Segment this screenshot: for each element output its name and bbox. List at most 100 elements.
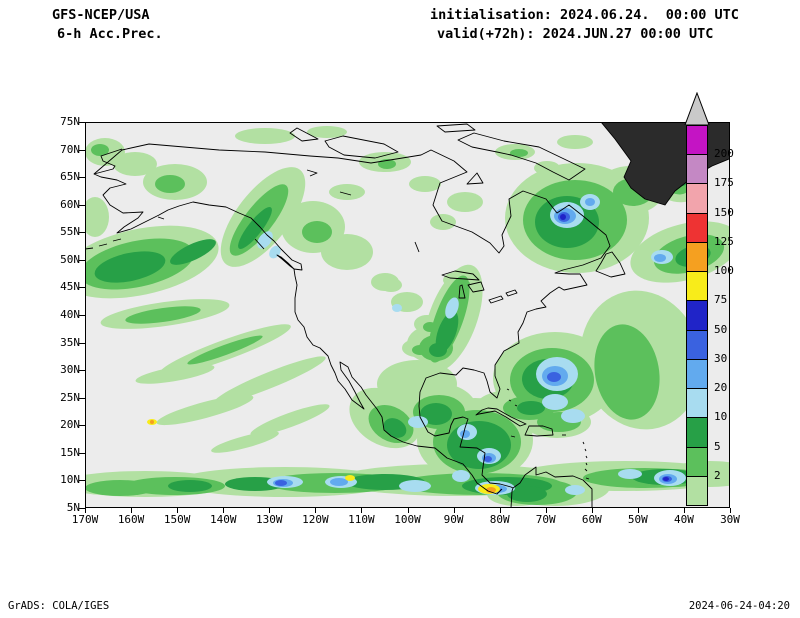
precip-blob-level-2 <box>447 192 483 212</box>
precip-blob-level-2 <box>235 128 295 144</box>
lon-tick <box>453 508 455 513</box>
lon-label: 40W <box>673 513 694 526</box>
colorbar-segment <box>686 446 708 477</box>
colorbar-segment <box>686 154 708 185</box>
lat-tick <box>79 452 85 454</box>
lat-label: 30N <box>60 363 80 377</box>
lat-tick <box>79 287 85 289</box>
colorbar-level-label: 30 <box>714 351 728 365</box>
lon-label: 140W <box>209 513 237 526</box>
colorbar-level-label: 10 <box>714 410 728 424</box>
model-title: GFS-NCEP/USA <box>52 7 150 23</box>
coastline-southampton-island <box>466 172 484 185</box>
precip-blob-level-2 <box>156 394 254 426</box>
caribbean-islands <box>506 388 590 480</box>
lat-label: 65N <box>60 170 80 184</box>
precip-blob-level-100 <box>150 420 154 424</box>
precip-blob-level-10 <box>452 470 470 482</box>
precip-blob-level-2 <box>557 135 593 149</box>
precip-blob-level-20 <box>585 198 595 206</box>
canadian-lakes <box>306 169 420 253</box>
colorbar-segment <box>686 388 708 419</box>
colorbar-level-label: 125 <box>714 234 734 248</box>
precip-blob-level-2 <box>187 335 263 365</box>
colorbar-segment <box>686 271 708 302</box>
precip-blob-level-2 <box>302 221 332 243</box>
lon-tick <box>223 508 225 513</box>
lat-label: 20N <box>60 418 80 432</box>
colorbar-level-label: 75 <box>714 293 728 307</box>
coastline-victoria-island <box>324 135 399 159</box>
coastline-pacific <box>93 148 503 495</box>
precip-blob-level-2 <box>211 431 279 453</box>
lon-label: 170W <box>71 513 99 526</box>
coastline-north-america <box>93 143 611 508</box>
lon-label: 160W <box>117 513 145 526</box>
lon-tick <box>131 508 133 513</box>
precip-blob-level-20 <box>460 430 470 438</box>
lat-tick <box>79 232 85 234</box>
precip-blob-level-20 <box>654 254 666 262</box>
colorbar-segment <box>686 300 708 331</box>
precip-blob-level-50 <box>560 214 566 220</box>
plot-timestamp: 2024-06-24-04:20 <box>688 600 790 612</box>
lon-label: 30W <box>720 513 740 526</box>
coastline-baffin-island <box>457 132 586 181</box>
aleutian-islands <box>85 216 165 250</box>
precip-blob-level-10 <box>565 485 585 495</box>
precip-blob-level-30 <box>547 372 561 382</box>
precip-blob-level-2 <box>135 364 215 384</box>
lon-tick <box>637 508 639 513</box>
precip-blob-level-2 <box>214 356 326 404</box>
lon-tick <box>315 508 317 513</box>
precip-blob-level-30 <box>484 456 492 462</box>
precip-blob-level-2 <box>321 234 373 270</box>
lon-tick <box>591 508 593 513</box>
coastline-haida-gwaii <box>254 238 265 250</box>
colorbar-level-label: 50 <box>714 322 728 336</box>
lon-tick <box>361 508 363 513</box>
colorbar-level-label: 200 <box>714 147 734 161</box>
lon-label: 150W <box>163 513 191 526</box>
map-area <box>85 122 730 508</box>
lon-label: 60W <box>581 513 602 526</box>
precip-blob-level-2 <box>85 480 155 496</box>
colorbar-level-label: 150 <box>714 205 734 219</box>
lon-label: 120W <box>302 513 329 526</box>
lon-label: 70W <box>535 513 556 526</box>
colorbar-segment <box>686 417 708 448</box>
lon-label: 50W <box>627 513 648 526</box>
colorbar: 200 175 150 125 100 75 50 30 20 10 5 2 <box>684 92 748 514</box>
coastline-hispaniola <box>524 425 554 437</box>
lat-label: 60N <box>60 197 80 211</box>
lon-label: 90W <box>443 513 464 526</box>
precip-blob-level-10 <box>399 480 431 492</box>
precip-blob-level-5 <box>383 418 407 438</box>
lat-tick <box>79 342 85 344</box>
lon-tick <box>730 508 731 513</box>
valid-time: valid(+72h): 2024.JUN.27 00:00 UTC <box>437 26 714 42</box>
lat-label: 15N <box>60 445 80 459</box>
precip-blob-level-2 <box>510 149 528 157</box>
precip-blob-level-2 <box>125 306 201 324</box>
map-frame <box>85 122 730 508</box>
precip-blob-level-50 <box>663 477 669 481</box>
colorbar-level-label: 5 <box>714 439 721 453</box>
lon-tick <box>269 508 271 513</box>
lon-tick <box>177 508 179 513</box>
precip-blob-level-10 <box>392 304 402 312</box>
precip-blob-level-2 <box>430 214 456 230</box>
grads-credit: GrADS: COLA/IGES <box>8 600 110 612</box>
precip-blob-level-2 <box>91 144 109 156</box>
precip-blob-level-2 <box>250 404 330 436</box>
lat-label: 55N <box>60 225 80 239</box>
lon-label: 130W <box>256 513 283 526</box>
precip-blob-level-5 <box>94 251 166 283</box>
lat-label: 70N <box>60 142 80 156</box>
lat-tick <box>79 259 85 261</box>
coastline-banks-island <box>289 127 319 142</box>
lat-label: 35N <box>60 335 80 349</box>
lat-tick <box>79 508 85 509</box>
lon-tick <box>545 508 547 513</box>
precip-blob-level-2 <box>85 197 109 237</box>
